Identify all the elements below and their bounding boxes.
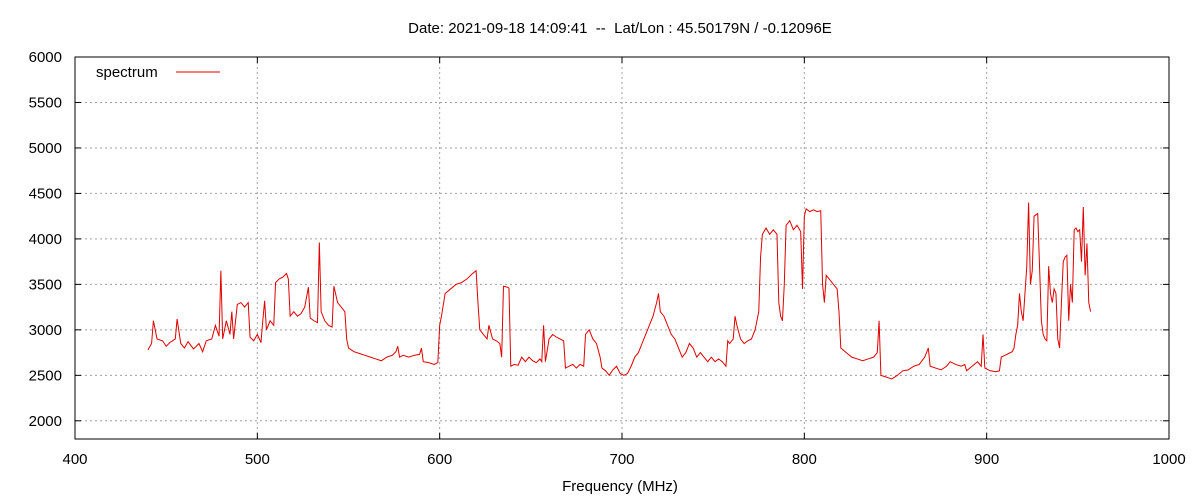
y-tick-label: 6000 [29, 49, 62, 66]
x-tick-label: 600 [427, 451, 452, 468]
x-axis-label: Frequency (MHz) [562, 478, 678, 495]
x-tick-label: 700 [609, 451, 634, 468]
x-tick-label: 500 [245, 451, 270, 468]
axis-ticks: 400 500 600 700 800 900 1000 2000 2500 3000 3500 40… [29, 49, 1186, 468]
y-tick-label: 2000 [29, 413, 62, 430]
legend-label: spectrum [96, 64, 158, 81]
x-tick-label: 800 [792, 451, 817, 468]
x-tick-label: 900 [974, 451, 999, 468]
y-tick-label: 3000 [29, 322, 62, 339]
y-tick-label: 4500 [29, 185, 62, 202]
y-tick-label: 5000 [29, 140, 62, 157]
spectrum-line [147, 202, 1092, 380]
y-tick-label: 4000 [29, 231, 62, 248]
y-tick-label: 5500 [29, 94, 62, 111]
grid-lines [75, 57, 1169, 439]
y-tick-label: 3500 [29, 276, 62, 293]
x-tick-label: 1000 [1152, 451, 1185, 468]
legend: spectrum [96, 64, 220, 81]
y-tick-label: 2500 [29, 367, 62, 384]
series-layer [147, 202, 1092, 380]
x-tick-label: 400 [62, 451, 87, 468]
chart-title: Date: 2021-09-18 14:09:41 -- Lat/Lon : 4… [408, 20, 832, 37]
